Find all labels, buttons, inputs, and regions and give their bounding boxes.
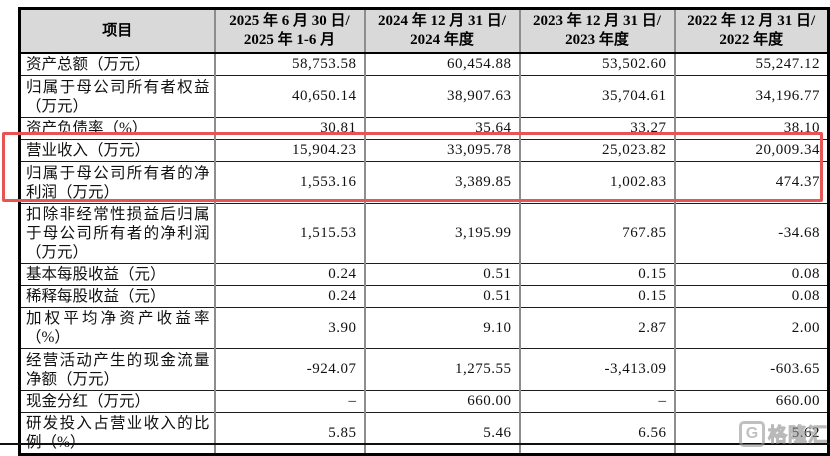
row-value: -603.65 — [673, 348, 830, 391]
table-row: 研发投入占营业收入的比例（%）5.855.466.565.62 — [18, 412, 830, 455]
watermark-text: 格隆汇 — [767, 425, 828, 447]
header-period-line1: 2024 年 12 月 31 日/ — [378, 13, 506, 29]
row-value: 5.46 — [363, 412, 521, 455]
table-row-highlighted: 营业收入（万元） 15,904.23 33,095.78 25,023.82 20,00… — [18, 139, 830, 162]
table-row-highlighted: 归属于母公司所有者的净利润（万元） 1,553.16 3,389.85 1,002.8… — [18, 161, 830, 204]
row-value: 0.15 — [518, 263, 676, 286]
row-label: 营业收入（万元） — [18, 139, 216, 162]
row-value: 38.10 — [673, 117, 830, 140]
row-value: 474.37 — [673, 161, 830, 204]
table-row: 稀释每股收益（元） 0.24 0.51 0.15 0.08 — [18, 285, 830, 308]
row-value: 38,907.63 — [363, 75, 521, 118]
row-label: 稀释每股收益（元） — [18, 285, 216, 308]
row-value: 53,502.60 — [518, 52, 676, 76]
row-value: 35,704.61 — [518, 75, 676, 118]
row-value: 35.64 — [363, 117, 521, 140]
header-period-line2: 2023 年度 — [565, 32, 629, 48]
row-value: – — [518, 390, 676, 413]
gelonghui-watermark: G 格隆汇 — [738, 420, 828, 447]
row-value: 25,023.82 — [518, 139, 676, 162]
row-label: 归属于母公司所有者权益（万元） — [18, 75, 216, 118]
table-row: 资产负债率（%） 30.81 35.64 33.27 38.10 — [18, 117, 830, 140]
table-body: 资产总额（万元） 58,753.58 60,454.88 53,502.60 55,24… — [18, 52, 830, 455]
row-value: 0.51 — [363, 285, 521, 308]
row-value: 2.87 — [518, 307, 676, 349]
row-label: 基本每股收益（元） — [18, 263, 216, 286]
table-row: 资产总额（万元） 58,753.58 60,454.88 53,502.60 55,24… — [18, 52, 830, 76]
table-row: 扣除非经常性损益后归属于母公司所有者的净利润（万元） 1,515.53 3,195.… — [18, 203, 830, 264]
row-value: 33,095.78 — [363, 139, 521, 162]
row-value: -3,413.09 — [518, 348, 676, 391]
row-value: 3,195.99 — [363, 203, 521, 264]
row-value: 5.85 — [213, 412, 366, 455]
row-value: 60,454.88 — [363, 52, 521, 76]
row-label: 归属于母公司所有者的净利润（万元） — [18, 161, 216, 204]
row-label: 现金分红（万元） — [18, 390, 216, 413]
row-value: 767.85 — [518, 203, 676, 264]
table-row: 现金分红（万元） –660.00–660.00 — [18, 390, 830, 413]
row-value: 34,196.77 — [673, 75, 830, 118]
row-value: 1,553.16 — [213, 161, 366, 204]
header-period-line2: 2022 年度 — [719, 32, 784, 48]
row-value: 5.62 — [673, 412, 830, 455]
header-period-cell-1: 2024 年 12 月 31 日/2024 年度 — [363, 8, 521, 54]
header-period-line2: 2025 年 1-6 月 — [243, 32, 336, 48]
table-row: 基本每股收益（元） 0.24 0.51 0.15 0.08 — [18, 263, 830, 286]
row-value: 20,009.34 — [673, 139, 830, 162]
row-label: 加权平均净资产收益率（%） — [18, 307, 216, 349]
financial-summary-table: 项目 2025 年 6 月 30 日/2025 年 1-6 月 2024 年 12… — [18, 7, 830, 456]
header-period-line1: 2023 年 12 月 31 日/ — [533, 13, 661, 29]
row-value: 33.27 — [518, 117, 676, 140]
row-value: 15,904.23 — [213, 139, 366, 162]
row-value: 0.08 — [673, 263, 830, 286]
header-period-line2: 2024 年度 — [410, 32, 474, 48]
row-label: 资产负债率（%） — [18, 117, 216, 140]
row-value: 6.56 — [518, 412, 676, 455]
table-row: 经营活动产生的现金流量净额（万元） -924.07 1,275.55 -3,413.0… — [18, 348, 830, 391]
row-value: -924.07 — [213, 348, 366, 391]
row-label: 资产总额（万元） — [18, 52, 216, 76]
row-value: 0.15 — [518, 285, 676, 308]
row-value: – — [213, 390, 366, 413]
row-value: 0.24 — [213, 263, 366, 286]
row-value: 0.51 — [363, 263, 521, 286]
row-value: 1,515.53 — [213, 203, 366, 264]
row-value: 30.81 — [213, 117, 366, 140]
row-value: 55,247.12 — [673, 52, 830, 76]
table-row: 归属于母公司所有者权益（万元） 40,650.14 38,907.63 35,704.… — [18, 75, 830, 118]
row-value: 660.00 — [363, 390, 521, 413]
gelonghui-logo-icon: G — [738, 420, 765, 447]
row-value: 1,002.83 — [518, 161, 676, 204]
header-row: 项目 2025 年 6 月 30 日/2025 年 1-6 月 2024 年 12… — [18, 8, 830, 54]
row-value: 40,650.14 — [213, 75, 366, 118]
row-label: 研发投入占营业收入的比例（%） — [18, 412, 216, 455]
row-label: 扣除非经常性损益后归属于母公司所有者的净利润（万元） — [18, 203, 216, 264]
header-period-cell-2: 2023 年 12 月 31 日/2023 年度 — [518, 8, 676, 54]
table-header: 项目 2025 年 6 月 30 日/2025 年 1-6 月 2024 年 12… — [18, 8, 830, 54]
row-label: 经营活动产生的现金流量净额（万元） — [18, 348, 216, 391]
row-value: 2.00 — [673, 307, 830, 349]
row-value: 58,753.58 — [213, 52, 366, 76]
table-row: 加权平均净资产收益率（%） 3.90 9.10 2.87 2.00 — [18, 307, 830, 349]
row-value: 3,389.85 — [363, 161, 521, 204]
row-value: 0.08 — [673, 285, 830, 308]
header-period-line1: 2022 年 12 月 31 日/ — [687, 13, 816, 29]
header-item-cell: 项目 — [18, 8, 216, 54]
row-value: 0.24 — [213, 285, 366, 308]
row-value: 9.10 — [363, 307, 521, 349]
row-value: 3.90 — [213, 307, 366, 349]
header-period-cell-0: 2025 年 6 月 30 日/2025 年 1-6 月 — [213, 8, 366, 54]
row-value: 660.00 — [673, 390, 830, 413]
bottom-divider-line — [0, 443, 830, 445]
row-value: -34.68 — [673, 203, 830, 264]
header-period-cell-3: 2022 年 12 月 31 日/2022 年度 — [673, 8, 830, 54]
row-value: 1,275.55 — [363, 348, 521, 391]
header-period-line1: 2025 年 6 月 30 日/ — [229, 13, 350, 29]
